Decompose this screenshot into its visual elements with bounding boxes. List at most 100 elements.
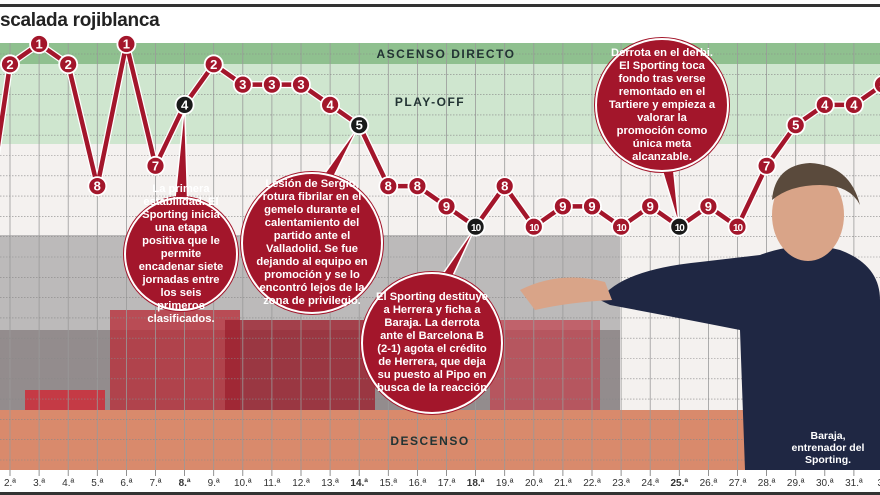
x-tick-label: 29.ª (787, 478, 805, 489)
x-tick-label: 26.ª (700, 478, 718, 489)
x-tick-label: 12.ª (292, 478, 310, 489)
x-tick-label: 2.ª (4, 478, 16, 489)
x-tick-label: 3.ª (33, 478, 45, 489)
x-tick-label: 31.ª (845, 478, 863, 489)
x-tick-label: 11.ª (263, 478, 280, 489)
x-tick-label: 14.ª (350, 478, 368, 489)
data-point-marker (291, 74, 311, 95)
player-shirt (110, 310, 240, 410)
data-point-marker (0, 54, 20, 75)
data-point-round-18: 10 (465, 216, 486, 237)
data-point-round-11: 3 (261, 74, 282, 95)
x-tick-label: 30.ª (816, 478, 834, 489)
data-point-round-10: 3 (232, 74, 253, 95)
x-tick-label: 20.ª (525, 478, 543, 489)
data-point-marker (669, 216, 690, 237)
callout-round-14: Lesión de Sergio, rotura fibrilar en el … (241, 172, 383, 314)
data-point-round-12: 3 (291, 74, 311, 95)
x-tick-label: 9.ª (208, 478, 220, 489)
data-label: 2 (210, 57, 217, 72)
data-label: 8 (501, 179, 508, 194)
data-point-marker (640, 196, 661, 217)
data-point-marker (698, 196, 719, 217)
x-tick-label: 25.ª (670, 478, 688, 489)
player-shirt (25, 390, 105, 410)
data-point-round-31: 4 (844, 95, 864, 115)
data-point-marker (785, 115, 806, 136)
x-tick-label: 13.ª (321, 478, 339, 489)
data-label: 1 (35, 37, 42, 52)
data-label: 3 (297, 77, 304, 92)
data-point-marker (582, 196, 602, 217)
data-point-round-16: 8 (407, 176, 428, 197)
data-label: 4 (821, 97, 829, 112)
data-point-marker (407, 176, 428, 197)
data-point-round-20: 10 (523, 216, 544, 237)
x-tick-label: 27.ª (729, 478, 747, 489)
data-point-round-22: 9 (582, 196, 602, 217)
data-label: 3 (268, 77, 275, 92)
player-shirt (225, 320, 375, 410)
data-point-marker (232, 74, 253, 95)
data-label: 10 (675, 223, 686, 234)
callout-text: La primera estabilidad. El Sporting inic… (138, 182, 224, 325)
x-tick-label: 6.ª (120, 478, 132, 489)
data-point-round-9: 2 (203, 54, 224, 75)
data-point-marker (349, 115, 370, 136)
coach-hair (772, 163, 860, 205)
data-point-round-25: 10 (669, 216, 690, 237)
data-point-marker (727, 216, 748, 237)
x-tick-label: 19.ª (496, 478, 514, 489)
x-axis-band (0, 470, 880, 492)
data-point-round-30: 4 (814, 95, 835, 115)
x-tick-label: 22.ª (583, 478, 601, 489)
data-point-marker (261, 74, 282, 95)
data-point-round-7: 7 (145, 155, 166, 176)
data-point-marker (145, 155, 166, 176)
data-label: 9 (559, 199, 566, 214)
data-point-round-4: 2 (58, 54, 79, 75)
data-label: 4 (181, 97, 189, 112)
photo-caption: Baraja, entrenador del Sporting. (791, 430, 865, 466)
data-label: 5 (356, 118, 363, 133)
data-label: 9 (588, 199, 595, 214)
data-point-marker (873, 75, 880, 95)
data-label: 4 (326, 97, 334, 112)
x-tick-label: 10.ª (234, 478, 252, 489)
data-label: 10 (471, 223, 482, 234)
data-point-round-8: 4 (174, 95, 195, 115)
player-shirt (490, 320, 600, 410)
x-tick-label: 8.ª (179, 478, 191, 489)
zone-label-descenso: DESCENSO (390, 434, 469, 448)
x-tick-label: 16.ª (409, 478, 427, 489)
coach-arm (520, 277, 612, 310)
data-point-marker (320, 95, 341, 115)
data-label: 2 (65, 57, 72, 72)
data-point-marker (756, 155, 777, 176)
callout-text: Lesión de Sergio, rotura fibrilar en el … (256, 178, 368, 307)
data-point-marker (29, 34, 49, 54)
data-label: 7 (763, 158, 770, 173)
data-point-marker (58, 54, 79, 75)
data-point-marker (174, 95, 195, 115)
callout-round-18: El Sporting destituye a Herrera y ficha … (361, 272, 503, 414)
bottom-rule (0, 492, 880, 495)
callout-text: Derrota en el derbi. El Sporting toca fo… (608, 46, 716, 163)
data-point-marker (611, 216, 631, 237)
data-label: 7 (152, 158, 159, 173)
data-point-round-2: 2 (0, 54, 20, 75)
data-point-round-23: 10 (611, 216, 631, 237)
data-point-round-21: 9 (553, 196, 573, 217)
data-point-round-28: 7 (756, 155, 777, 176)
coach-face (772, 169, 844, 261)
data-point-round-14: 5 (349, 115, 370, 136)
x-tick-label: 24.ª (641, 478, 659, 489)
x-tick-label: 17.ª (438, 478, 456, 489)
x-tick-label: 21.ª (554, 478, 572, 489)
data-point-marker (553, 196, 573, 217)
data-point-marker (465, 216, 486, 237)
data-point-marker (378, 176, 399, 197)
data-label: 9 (647, 199, 654, 214)
data-label: 10 (617, 223, 628, 234)
